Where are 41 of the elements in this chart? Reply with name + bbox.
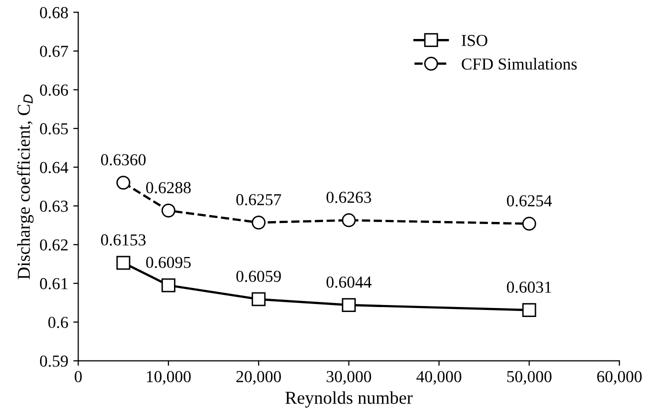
point — [522, 216, 536, 231]
point — [252, 216, 266, 230]
x-tick-label: 0 — [74, 371, 82, 382]
y-axis-title: Discharge coefficient, C$_{D}$ — [17, 94, 34, 280]
y-tick-label: 0.67 — [40, 46, 68, 58]
point — [342, 298, 356, 312]
data-label: 0.6153 — [101, 234, 146, 246]
y-tick-label: 0.6 — [48, 316, 68, 328]
legend-label: CFD Simulations — [462, 58, 577, 70]
point — [161, 204, 176, 218]
y-tick-label: 0.68 — [40, 7, 68, 18]
x-tick-label: 50,000 — [507, 371, 552, 385]
data-label: 0.6031 — [506, 282, 552, 293]
x-tick-label: 30,000 — [326, 371, 372, 385]
data-label: 0.6044 — [326, 276, 372, 288]
point — [116, 176, 130, 190]
x-axis-title: Reynolds number — [285, 391, 413, 408]
point — [522, 303, 536, 318]
point — [161, 278, 176, 292]
y-tick-label: 0.63 — [40, 200, 68, 212]
y-tick-label: 0.65 — [40, 123, 68, 134]
point — [116, 256, 130, 270]
x-tick-label: 60,000 — [597, 371, 642, 385]
x-tick-label: 20,000 — [236, 371, 281, 385]
y-tick-label: 0.66 — [40, 84, 68, 96]
data-label: 0.6360 — [101, 154, 146, 166]
data-label: 0.6257 — [236, 194, 282, 206]
y-tick-label: 0.64 — [40, 162, 68, 174]
point — [342, 213, 356, 228]
legend-label: ISO — [462, 34, 488, 46]
data-label: 0.6263 — [326, 192, 372, 204]
y-tick-label: 0.62 — [40, 239, 68, 251]
x-tick-label: 10,000 — [146, 371, 191, 385]
data-label: 0.6059 — [236, 270, 281, 282]
data-label: 0.6254 — [506, 195, 552, 207]
data-label: 0.6288 — [146, 182, 191, 194]
y-tick-label: 0.61 — [40, 278, 68, 290]
data-label: 0.6095 — [146, 256, 191, 268]
point — [252, 292, 266, 306]
y-tick-label: 0.59 — [40, 356, 68, 367]
x-tick-label: 40,000 — [416, 371, 462, 385]
